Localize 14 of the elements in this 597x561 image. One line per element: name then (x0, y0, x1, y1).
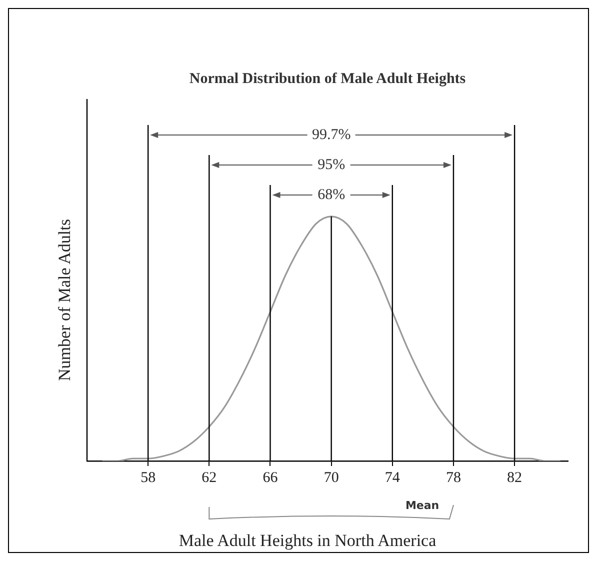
x-tick-label: 74 (384, 470, 400, 486)
x-tick-label: 58 (140, 470, 156, 486)
x-tick-label: 62 (202, 470, 217, 486)
text: 99.7% (312, 127, 351, 144)
text: Mean (405, 499, 440, 512)
x-tick-label: 78 (446, 470, 461, 486)
chart-title: Normal Distribution of Male Adult Heights (189, 71, 466, 88)
x-tick-label: 82 (507, 470, 522, 486)
x-tick-label: 66 (262, 470, 278, 486)
x-axis-title: Male Adult Heights in North America (178, 531, 436, 551)
x-tick-label: 70 (324, 470, 339, 486)
y-axis-title: Number of Male Adults (55, 219, 75, 381)
text: 95% (318, 157, 346, 174)
text: 68% (318, 187, 346, 204)
